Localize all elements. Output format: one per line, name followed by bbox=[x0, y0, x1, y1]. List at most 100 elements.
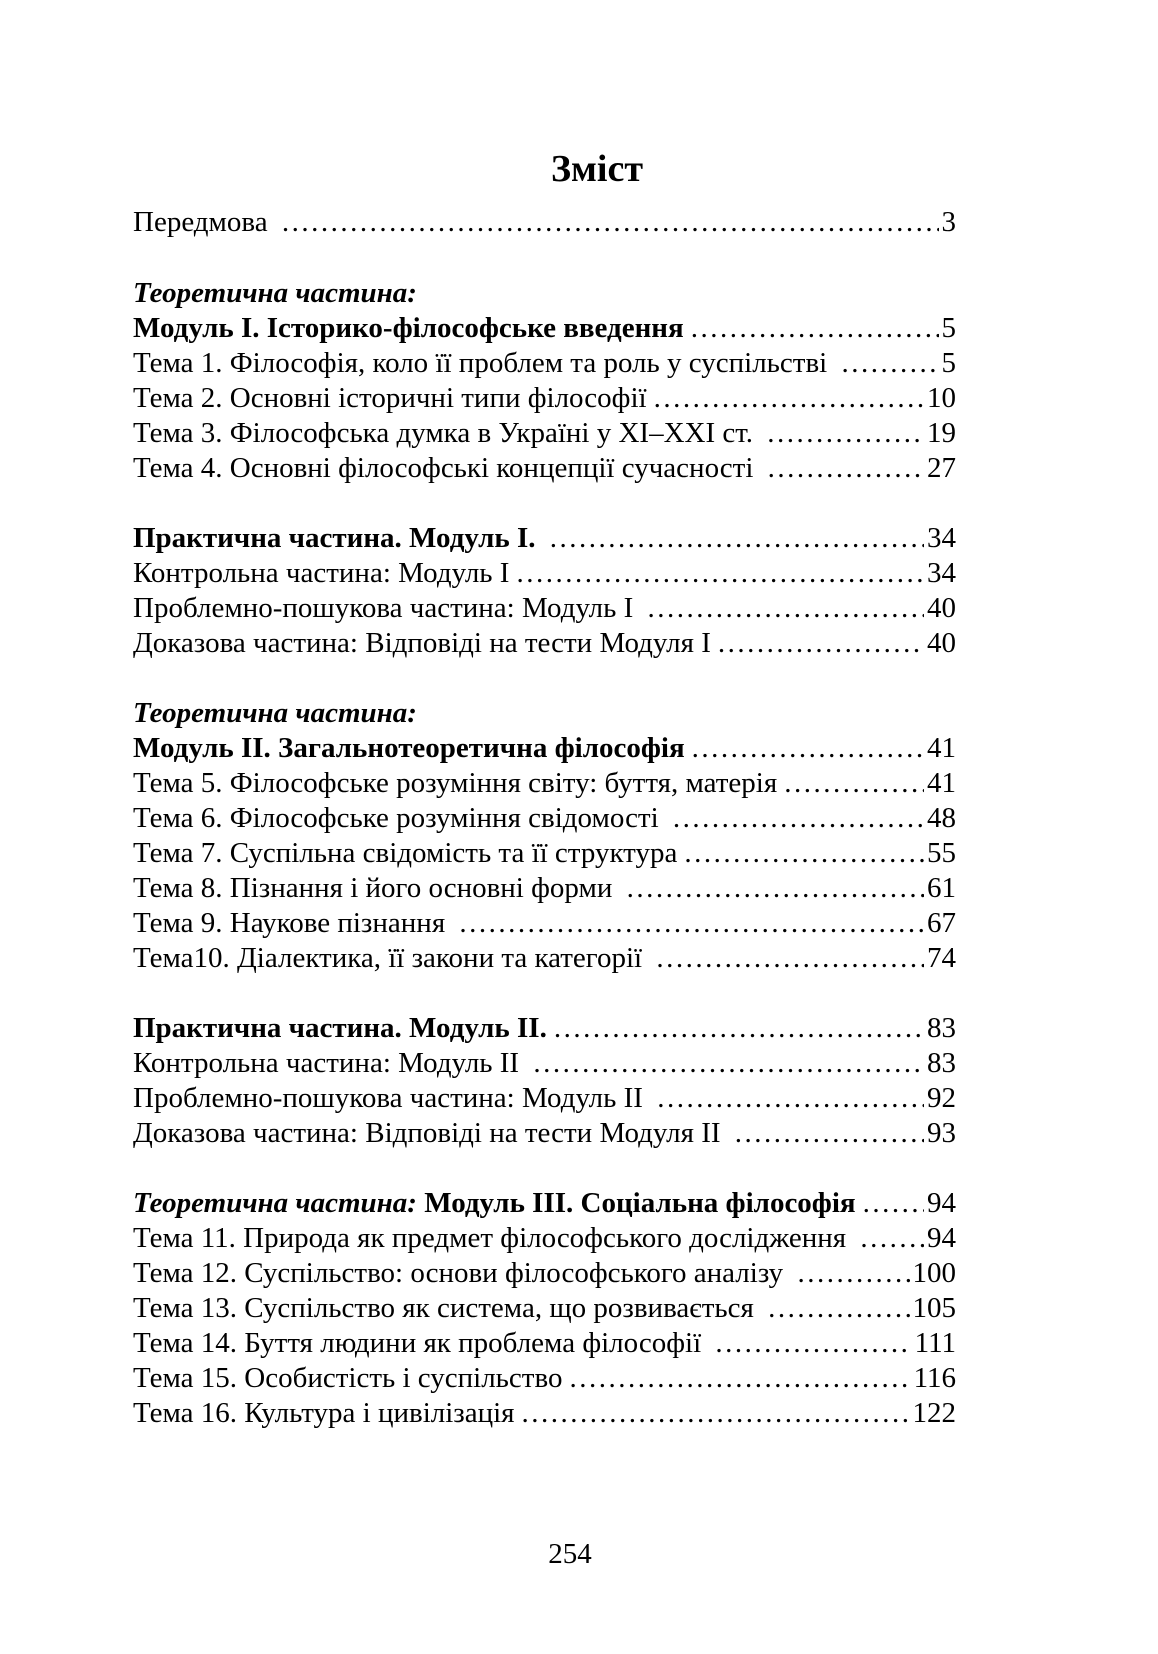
dot-leader bbox=[797, 1256, 909, 1291]
toc-entry-label: Тема 3. Філософська думка в Україні у ХІ… bbox=[133, 416, 760, 451]
toc-entry-label-part: Тема 1. Філософія, коло її проблем та ро… bbox=[133, 347, 835, 379]
toc-entry-label-part: Тема 4. Основні філософські концепції су… bbox=[133, 452, 761, 484]
toc-entry-page-number: 111 bbox=[914, 1327, 956, 1359]
toc-entry-label-part: Практична частина. Модуль ІІ. bbox=[133, 1012, 547, 1044]
toc-group-theory-module-1: Теоретична частина: Модуль І. Історико-фі… bbox=[133, 276, 956, 486]
toc-entry-label: Тема 15. Особистість і суспільство bbox=[133, 1361, 562, 1396]
toc-entry: Тема 1. Філософія, коло її проблем та ро… bbox=[133, 346, 956, 381]
toc-group-practice-module-2: Практична частина. Модуль ІІ.83Контрольн… bbox=[133, 1011, 956, 1151]
toc-entry: Модуль І. Історико-філософське введення 5 bbox=[133, 311, 956, 346]
toc-entry: Модуль ІІ. Загальнотеоретична філософія 4… bbox=[133, 731, 956, 766]
toc-entry-label: Тема 13. Суспільство як система, що розв… bbox=[133, 1291, 761, 1326]
toc-entry: Контрольна частина: Модуль ІІ 83 bbox=[133, 1046, 956, 1081]
toc-entry-label-part: Тема 15. Особистість і суспільство bbox=[133, 1362, 563, 1394]
toc-entry: Тема 14. Буття людини як проблема філосо… bbox=[133, 1326, 956, 1361]
dot-leader bbox=[550, 521, 924, 556]
toc-entry-label-part: Тема 6. Філософське розуміння свідомості bbox=[133, 802, 666, 834]
toc-group-theory-module-3: Теоретична частина: Модуль ІІІ. Соціальн… bbox=[133, 1186, 956, 1431]
toc-entry-page-number: 3 bbox=[941, 206, 957, 238]
toc-entry-label-part: Доказова частина: Відповіді на тести Мод… bbox=[133, 1117, 728, 1149]
toc-entry-label-part: Модуль ІІІ. Соціальна філософія bbox=[424, 1187, 856, 1219]
toc-entry-label-part: Тема 9. Наукове пізнання bbox=[133, 907, 453, 939]
toc-entry-page-number: 40 bbox=[927, 627, 956, 659]
toc-entry-label: Тема 2. Основні історичні типи філософії bbox=[133, 381, 647, 416]
toc-entry-label-part: Тема 16. Культура і цивілізація bbox=[133, 1397, 515, 1429]
toc-entry-label-part: Практична частина. Модуль І. bbox=[133, 522, 543, 554]
toc-entry: Тема 5. Філософське розуміння світу: бут… bbox=[133, 766, 956, 801]
toc-entry-label-part: Теоретична частина: bbox=[133, 1187, 425, 1219]
toc-entry-label: Тема 7. Суспільна свідомість та її струк… bbox=[133, 836, 677, 871]
toc-entry-page-number: 83 bbox=[927, 1047, 956, 1079]
toc-group-practice-module-1: Практична частина. Модуль І. 34 Контрольн… bbox=[133, 521, 956, 661]
toc-entry: Тема 3. Філософська думка в Україні у ХІ… bbox=[133, 416, 956, 451]
dot-leader bbox=[282, 205, 939, 240]
toc-entry-label-part: Тема 7. Суспільна свідомість та її струк… bbox=[133, 837, 678, 869]
toc-entry: Доказова частина: Відповіді на тести Мод… bbox=[133, 1116, 956, 1151]
dot-leader bbox=[768, 1291, 909, 1326]
toc-group-preface: Передмова 3 bbox=[133, 205, 956, 240]
dot-leader bbox=[533, 1046, 924, 1081]
toc-entry-page-number: 94 bbox=[927, 1222, 956, 1254]
toc-entry-page-number: 5 bbox=[941, 347, 957, 379]
toc-entry-label: Проблемно-пошукова частина: Модуль І bbox=[133, 591, 641, 626]
toc-entry-label-part: Тема 8. Пізнання і його основні форми bbox=[133, 872, 620, 904]
toc-entry-label: Тема 16. Культура і цивілізація bbox=[133, 1396, 515, 1431]
toc-entry: Теоретична частина: bbox=[133, 696, 956, 731]
toc-entry: Передмова 3 bbox=[133, 205, 956, 240]
toc-entry-label-part: Модуль ІІ. Загальнотеоретична філософія bbox=[133, 732, 685, 764]
toc-entry-page-number: 93 bbox=[927, 1117, 956, 1149]
dot-leader bbox=[860, 1221, 924, 1256]
toc-entry-label: Тема 11. Природа як предмет філософськог… bbox=[133, 1221, 853, 1256]
toc-entry-page-number: 27 bbox=[927, 452, 956, 484]
toc-entry-page-number: 100 bbox=[912, 1257, 957, 1289]
dot-leader bbox=[768, 451, 924, 486]
toc-entry: Тема 11. Природа як предмет філософськог… bbox=[133, 1221, 956, 1256]
dot-leader bbox=[554, 1011, 924, 1046]
toc-entry-page-number: 94 bbox=[927, 1187, 956, 1219]
toc-entry-label: Тема 4. Основні філософські концепції су… bbox=[133, 451, 761, 486]
toc-entry-page-number: 67 bbox=[927, 907, 956, 939]
dot-leader bbox=[684, 836, 924, 871]
toc-entry-label-part: Теоретична частина: bbox=[133, 697, 417, 729]
toc-entry-label: Теоретична частина: bbox=[133, 696, 417, 731]
toc-entry-label-part: Доказова частина: Відповіді на тести Мод… bbox=[133, 627, 711, 659]
dot-leader bbox=[841, 346, 938, 381]
dot-leader bbox=[718, 626, 924, 661]
toc-entry-label: Контрольна частина: Модуль І bbox=[133, 556, 509, 591]
toc-entry-page-number: 116 bbox=[913, 1362, 956, 1394]
dot-leader bbox=[735, 1116, 924, 1151]
toc-entry-page-number: 122 bbox=[912, 1397, 957, 1429]
toc-entry-label: Передмова bbox=[133, 205, 275, 240]
toc-entry-page-number: 41 bbox=[927, 767, 956, 799]
toc-entry-label-part: Тема 3. Філософська думка в Україні у ХІ… bbox=[133, 417, 761, 449]
toc-entry-page-number: 5 bbox=[941, 312, 957, 344]
dot-leader bbox=[627, 871, 924, 906]
toc-entry-label-part: Контрольна частина: Модуль І bbox=[133, 557, 510, 589]
toc-entry-label-part: Тема 12. Суспільство: основи філософсько… bbox=[133, 1257, 791, 1289]
toc-entry-label: Контрольна частина: Модуль ІІ bbox=[133, 1046, 526, 1081]
toc-entry: Тема 4. Основні філософські концепції су… bbox=[133, 451, 956, 486]
toc-entry-label-part: Контрольна частина: Модуль ІІ bbox=[133, 1047, 527, 1079]
toc-entry-label-part: Тема 2. Основні історичні типи філософії bbox=[133, 382, 647, 414]
toc-entry: Тема 12. Суспільство: основи філософсько… bbox=[133, 1256, 956, 1291]
toc-entry-label: Модуль ІІ. Загальнотеоретична філософія bbox=[133, 731, 685, 766]
toc-entry-page-number: 34 bbox=[927, 557, 956, 589]
toc-entry: Проблемно-пошукова частина: Модуль ІІ 92 bbox=[133, 1081, 956, 1116]
toc-entry-label-part: Проблемно-пошукова частина: Модуль ІІ bbox=[133, 1082, 651, 1114]
toc-entry: Доказова частина: Відповіді на тести Мод… bbox=[133, 626, 956, 661]
toc-entry: Тема 16. Культура і цивілізація 122 bbox=[133, 1396, 956, 1431]
dot-leader bbox=[654, 381, 924, 416]
toc-entry-page-number: 92 bbox=[927, 1082, 956, 1114]
toc-entry-page-number: 55 bbox=[927, 837, 956, 869]
page-title: Зміст bbox=[550, 148, 644, 190]
toc-entry-label-part: Передмова bbox=[133, 206, 275, 238]
toc-entry-label: Тема10. Діалектика, її закони та категор… bbox=[133, 941, 649, 976]
toc-entry-label-part: Модуль І. Історико-філософське введення bbox=[133, 312, 684, 344]
toc-entry: Тема 8. Пізнання і його основні форми 61 bbox=[133, 871, 956, 906]
dot-leader bbox=[657, 1081, 924, 1116]
toc-entry-page-number: 105 bbox=[912, 1292, 957, 1324]
toc-entry-label: Модуль І. Історико-філософське введення bbox=[133, 311, 684, 346]
toc-entry: Тема 13. Суспільство як система, що розв… bbox=[133, 1291, 956, 1326]
